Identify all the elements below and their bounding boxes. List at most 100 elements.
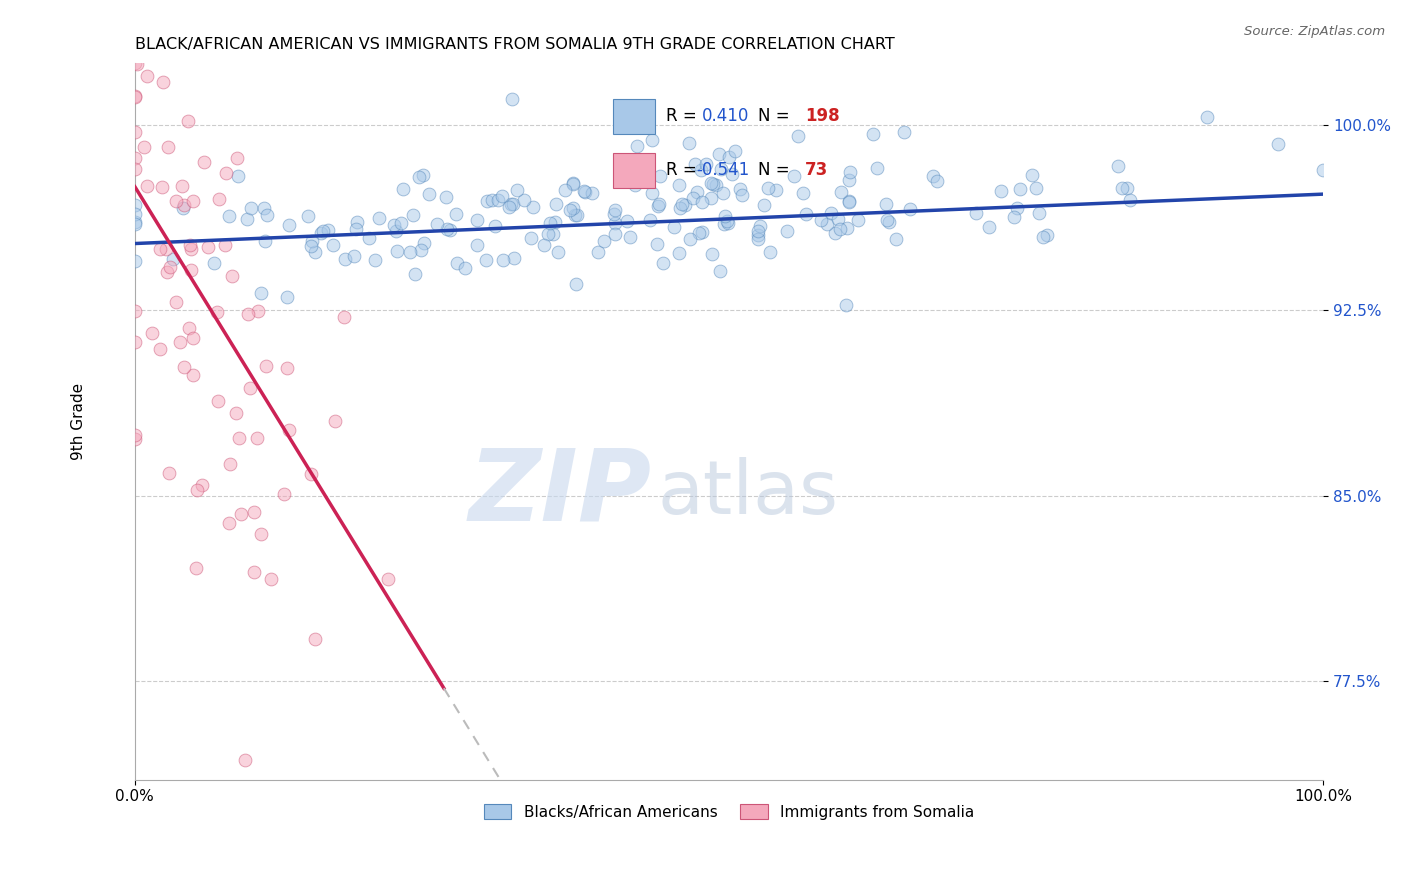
Point (731, 188, 754, 202)
Point (866, 161, 889, 175)
Point (409, 243, 432, 257)
Point (886, 232, 908, 246)
Point (135, 69, 157, 83)
Point (260, 572, 283, 586)
Point (190, 477, 212, 491)
Point (561, 177, 583, 191)
Point (165, 194, 187, 208)
Point (162, 252, 184, 267)
Point (544, 215, 567, 229)
Point (150, 180, 173, 194)
Point (156, 140, 179, 154)
Point (717, 150, 740, 164)
Point (875, 196, 897, 211)
Point (299, 467, 322, 481)
Point (713, 209, 735, 223)
Point (253, 202, 276, 216)
Point (616, 213, 638, 227)
Point (297, 209, 319, 223)
Point (172, 201, 194, 215)
Point (250, 285, 273, 300)
Point (180, 262, 202, 277)
Point (820, 206, 842, 220)
Point (502, 252, 524, 266)
Point (214, 238, 236, 252)
Point (301, 235, 323, 249)
Point (124, 89, 146, 103)
Point (572, 184, 595, 198)
Point (786, 128, 808, 143)
Point (664, 219, 686, 234)
Point (155, 242, 177, 256)
Point (481, 193, 503, 207)
Point (484, 219, 506, 234)
Point (124, 335, 146, 350)
Point (668, 246, 690, 260)
Point (647, 199, 669, 213)
Point (603, 207, 626, 221)
Point (592, 234, 614, 248)
Point (193, 155, 215, 169)
Point (124, 254, 146, 268)
Point (426, 217, 449, 231)
Point (835, 221, 858, 235)
Point (135, 179, 157, 194)
Point (465, 238, 488, 252)
Point (229, 507, 252, 521)
Point (783, 169, 806, 184)
Point (169, 334, 191, 349)
Point (239, 381, 262, 395)
Point (756, 181, 779, 195)
Point (323, 414, 346, 428)
Point (368, 211, 391, 225)
Point (299, 239, 322, 253)
Point (278, 423, 301, 437)
Point (236, 307, 259, 321)
Point (277, 219, 299, 233)
Point (391, 216, 413, 230)
Point (1010, 182, 1032, 196)
Point (124, 207, 146, 221)
Point (124, 90, 146, 104)
Point (721, 167, 744, 181)
Point (709, 264, 731, 278)
Point (498, 200, 520, 214)
Point (747, 228, 769, 243)
Point (392, 182, 415, 196)
Point (749, 219, 772, 233)
Point (1032, 230, 1054, 244)
Point (173, 198, 195, 212)
Point (554, 183, 576, 197)
Point (686, 186, 709, 200)
Point (638, 213, 661, 227)
Point (1195, 110, 1218, 124)
Point (159, 260, 181, 275)
Point (207, 304, 229, 318)
Point (501, 92, 523, 106)
Point (124, 125, 146, 139)
Point (717, 216, 740, 230)
Point (564, 207, 586, 221)
Point (688, 226, 710, 240)
Point (181, 368, 204, 383)
Point (173, 360, 195, 375)
Point (690, 163, 713, 178)
Point (124, 303, 146, 318)
Point (475, 194, 498, 209)
Point (613, 166, 636, 180)
Text: Source: ZipAtlas.com: Source: ZipAtlas.com (1244, 25, 1385, 38)
Point (311, 224, 333, 238)
Point (152, 75, 174, 89)
Point (605, 216, 627, 230)
Text: ZIP: ZIP (468, 444, 652, 541)
Point (408, 170, 430, 185)
Point (682, 191, 704, 205)
Point (702, 177, 724, 191)
Point (876, 212, 898, 227)
Point (377, 572, 399, 586)
Point (218, 516, 240, 530)
Point (434, 190, 457, 204)
Y-axis label: 9th Grade: 9th Grade (72, 383, 86, 460)
Point (700, 247, 723, 261)
Text: BLACK/AFRICAN AMERICAN VS IMMIGRANTS FROM SOMALIA 9TH GRADE CORRELATION CHART: BLACK/AFRICAN AMERICAN VS IMMIGRANTS FRO… (135, 37, 894, 53)
